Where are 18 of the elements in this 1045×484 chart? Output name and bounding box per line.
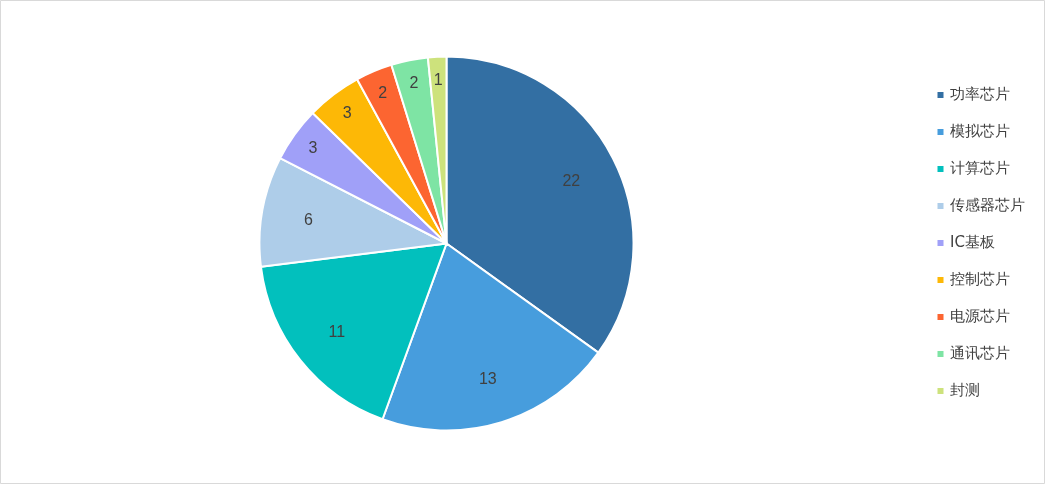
data-label: 2 [378,83,388,101]
data-label: 3 [308,139,318,157]
legend-label: 计算芯片 [950,158,1010,178]
legend-label: IC基板 [950,232,995,252]
legend-label: 通讯芯片 [950,343,1010,363]
legend-label: 功率芯片 [950,84,1010,104]
data-label: 2 [409,74,419,92]
legend-label: 传感器芯片 [950,195,1025,215]
legend-label: 封测 [950,380,980,400]
legend-label: 模拟芯片 [950,121,1010,141]
data-label: 1 [433,71,443,89]
data-label: 13 [478,369,497,387]
legend-label: 电源芯片 [950,306,1010,326]
data-label: 6 [303,211,313,229]
legend-label: 控制芯片 [950,269,1010,289]
data-label: 11 [328,322,346,340]
data-label: 3 [342,104,352,122]
data-label: 22 [562,171,581,189]
